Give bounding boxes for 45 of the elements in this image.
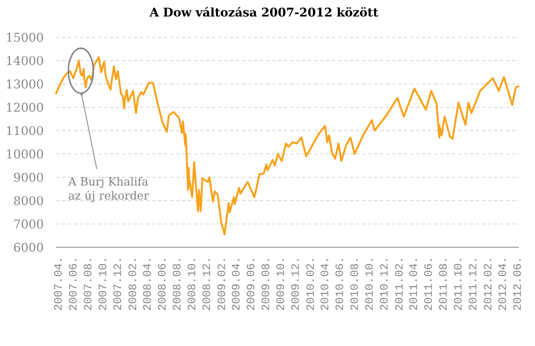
x-tick-label: 2011.10. [454, 259, 462, 310]
x-tick-label: 2009.02. [218, 259, 226, 310]
x-tick-label: 2007.06. [68, 259, 77, 310]
x-tick-label: 2007.04. [54, 259, 62, 310]
y-tick-label: 15000 [7, 32, 43, 42]
x-tick-label: 2012.02. [484, 259, 492, 310]
x-tick-label: 2010.06. [335, 259, 344, 310]
x-tick-label: 2012.06. [513, 259, 521, 310]
x-tick-label: 2008.02. [128, 259, 136, 310]
x-tick-label: 2012.04. [498, 259, 506, 310]
y-tick-label: 9000 [14, 172, 43, 182]
x-tick-label: 2011.12. [468, 259, 476, 310]
annotation: A Burj Khalifa az új rekorder [68, 176, 150, 202]
x-tick-label: 2011.06. [424, 259, 432, 310]
x-tick-label: 2009.08. [262, 259, 270, 310]
x-tick-label: 2008.08. [172, 259, 180, 310]
x-tick-label: 2011.08. [439, 259, 447, 310]
chart-title: A Dow változása 2007-2012 között [150, 6, 378, 17]
x-tick-label: 2009.06. [246, 259, 254, 310]
x-tick-label: 2007.08. [84, 259, 92, 310]
x-tick-label: 2008.06. [158, 259, 166, 310]
y-tick-label: 8000 [14, 196, 43, 206]
x-tick-label: 2010.12. [380, 259, 388, 310]
x-tick-label: 2008.10. [188, 259, 196, 310]
y-tick-label: 14000 [7, 56, 43, 66]
y-tick-label: 12000 [7, 102, 43, 112]
x-tick-label: 2008.04. [143, 259, 151, 310]
y-tick-label: 13000 [7, 79, 43, 89]
y-tick-label: 10000 [7, 149, 43, 159]
x-tick-label: 2009.04. [232, 259, 240, 310]
x-tick-label: 2010.10. [365, 259, 373, 310]
x-tick-label: 2011.04. [409, 259, 418, 310]
y-tick-label: 11000 [7, 126, 43, 136]
x-tick-label: 2007.12. [113, 259, 122, 310]
x-tick-label: 2009.12. [291, 259, 299, 310]
x-tick-label: 2010.02. [306, 259, 314, 310]
x-tick-label: 2009.10. [276, 259, 284, 310]
line-series [55, 56, 520, 236]
x-tick-label: 2011.02. [395, 259, 403, 310]
y-tick-label: 6000 [14, 242, 43, 252]
y-tick-label: 7000 [14, 219, 43, 229]
x-tick-label: 2008.12. [202, 259, 210, 310]
x-tick-label: 2010.08. [350, 259, 358, 310]
x-tick-label: 2007.10. [98, 259, 106, 310]
x-tick-label: 2010.04. [320, 259, 328, 310]
